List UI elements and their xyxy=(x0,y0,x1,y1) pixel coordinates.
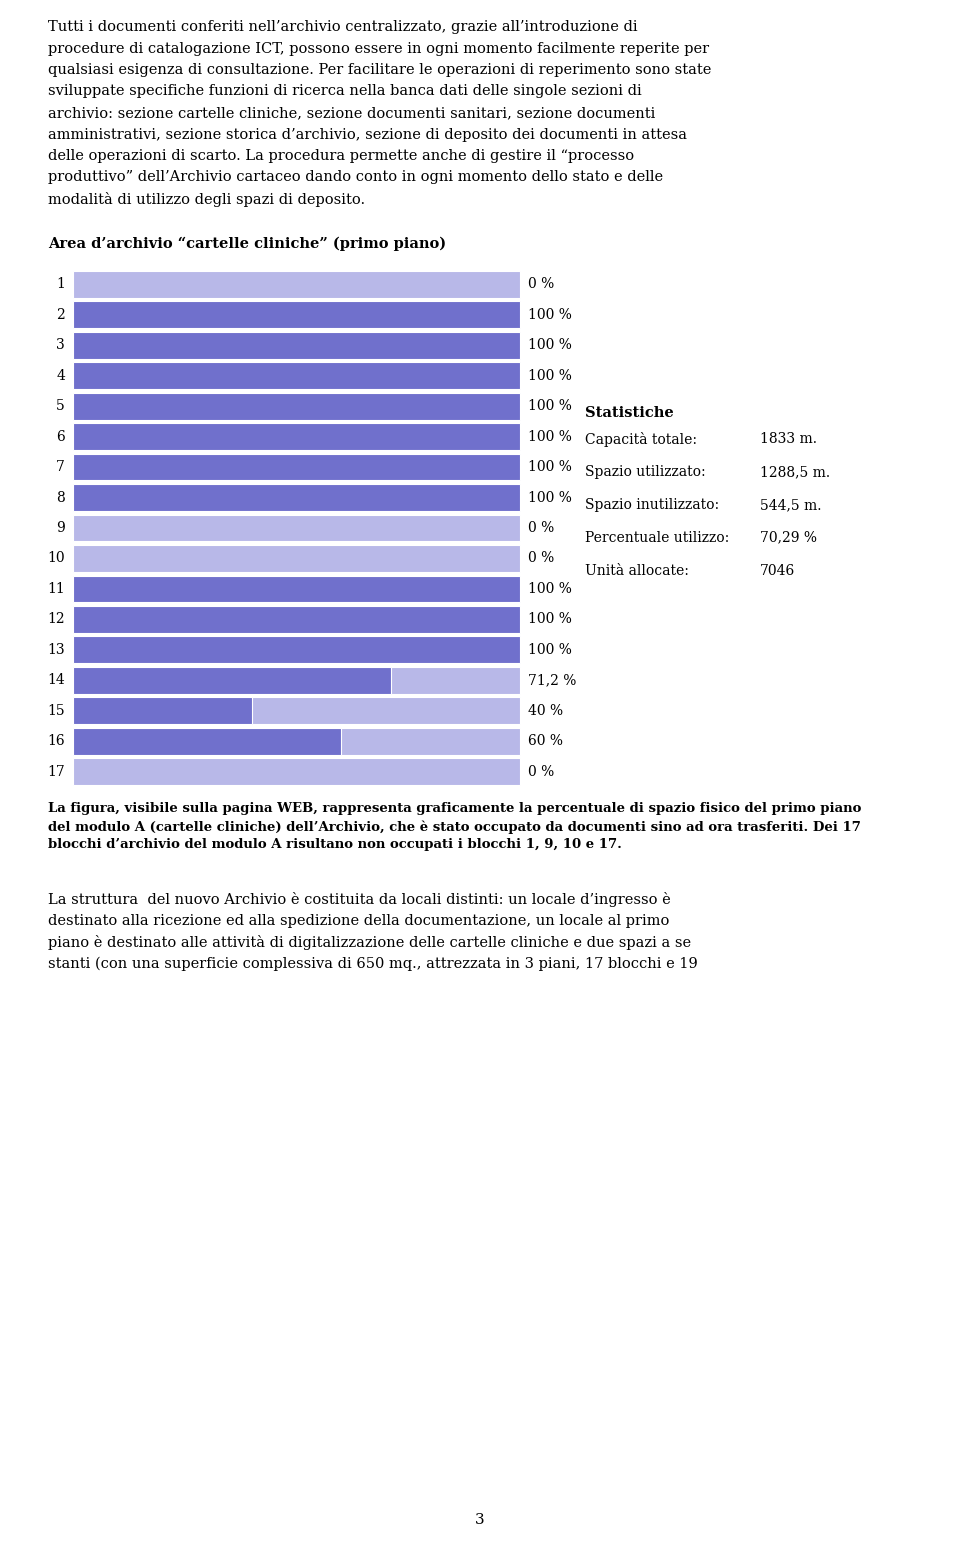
Bar xyxy=(73,575,520,602)
Text: 100 %: 100 % xyxy=(528,308,572,322)
Text: 100 %: 100 % xyxy=(528,490,572,504)
Bar xyxy=(73,515,520,541)
Bar xyxy=(73,606,520,633)
Text: 6: 6 xyxy=(57,430,65,444)
Text: Spazio utilizzato:: Spazio utilizzato: xyxy=(585,466,706,480)
Bar xyxy=(73,667,392,693)
Text: 0 %: 0 % xyxy=(528,764,554,778)
Bar xyxy=(73,484,520,511)
Bar xyxy=(73,331,520,359)
Text: 10: 10 xyxy=(47,551,65,566)
Bar xyxy=(73,393,520,419)
Bar xyxy=(73,698,252,724)
Text: 2: 2 xyxy=(57,308,65,322)
Bar xyxy=(73,545,520,572)
Bar xyxy=(73,424,520,450)
Bar xyxy=(73,698,520,724)
Text: procedure di catalogazione ICT, possono essere in ogni momento facilmente reperi: procedure di catalogazione ICT, possono … xyxy=(48,42,709,56)
Text: 11: 11 xyxy=(47,582,65,596)
Bar xyxy=(73,636,520,664)
Text: qualsiasi esigenza di consultazione. Per facilitare le operazioni di reperimento: qualsiasi esigenza di consultazione. Per… xyxy=(48,63,711,77)
Text: delle operazioni di scarto. La procedura permette anche di gestire il “processo: delle operazioni di scarto. La procedura… xyxy=(48,149,635,162)
Bar xyxy=(73,302,520,328)
Text: 71,2 %: 71,2 % xyxy=(528,673,576,687)
Text: 14: 14 xyxy=(47,673,65,687)
Text: 0 %: 0 % xyxy=(528,277,554,291)
Text: 7046: 7046 xyxy=(760,563,795,577)
Bar xyxy=(73,362,520,388)
Text: 9: 9 xyxy=(57,521,65,535)
Bar xyxy=(73,636,520,664)
Text: sviluppate specifiche funzioni di ricerca nella banca dati delle singole sezioni: sviluppate specifiche funzioni di ricerc… xyxy=(48,85,641,99)
Text: 16: 16 xyxy=(47,735,65,749)
Text: Unità allocate:: Unità allocate: xyxy=(585,563,689,577)
Text: del modulo A (cartelle cliniche) dell’Archivio, che è stato occupato da document: del modulo A (cartelle cliniche) dell’Ar… xyxy=(48,820,861,834)
Text: blocchi d’archivio del modulo A risultano non occupati i blocchi 1, 9, 10 e 17.: blocchi d’archivio del modulo A risultan… xyxy=(48,838,622,851)
Text: 0 %: 0 % xyxy=(528,521,554,535)
Text: 15: 15 xyxy=(47,704,65,718)
Text: 100 %: 100 % xyxy=(528,399,572,413)
Text: 1833 m.: 1833 m. xyxy=(760,432,817,446)
Text: La figura, visibile sulla pagina WEB, rappresenta graficamente la percentuale di: La figura, visibile sulla pagina WEB, ra… xyxy=(48,801,861,815)
Bar xyxy=(73,667,520,693)
Text: 13: 13 xyxy=(47,644,65,657)
Text: 100 %: 100 % xyxy=(528,339,572,353)
Text: 100 %: 100 % xyxy=(528,368,572,382)
Text: 1: 1 xyxy=(56,277,65,291)
Text: 3: 3 xyxy=(57,339,65,353)
Text: 0 %: 0 % xyxy=(528,551,554,566)
Text: 544,5 m.: 544,5 m. xyxy=(760,498,822,512)
Text: modalità di utilizzo degli spazi di deposito.: modalità di utilizzo degli spazi di depo… xyxy=(48,192,365,207)
Bar xyxy=(73,729,520,755)
Text: 12: 12 xyxy=(47,613,65,627)
Text: Statistiche: Statistiche xyxy=(585,407,674,421)
Text: stanti (con una superficie complessiva di 650 mq., attrezzata in 3 piani, 17 blo: stanti (con una superficie complessiva d… xyxy=(48,956,698,972)
Text: 17: 17 xyxy=(47,764,65,778)
Text: Area d’archivio “cartelle cliniche” (primo piano): Area d’archivio “cartelle cliniche” (pri… xyxy=(48,237,446,252)
Text: 5: 5 xyxy=(57,399,65,413)
Text: produttivo” dell’Archivio cartaceo dando conto in ogni momento dello stato e del: produttivo” dell’Archivio cartaceo dando… xyxy=(48,170,663,184)
Text: archivio: sezione cartelle cliniche, sezione documenti sanitari, sezione documen: archivio: sezione cartelle cliniche, sez… xyxy=(48,107,656,121)
Text: 100 %: 100 % xyxy=(528,613,572,627)
Text: amministrativi, sezione storica d’archivio, sezione di deposito dei documenti in: amministrativi, sezione storica d’archiv… xyxy=(48,127,687,141)
Text: 60 %: 60 % xyxy=(528,735,563,749)
Bar xyxy=(73,758,520,786)
Bar xyxy=(73,271,520,297)
Text: 7: 7 xyxy=(56,459,65,473)
Text: 100 %: 100 % xyxy=(528,582,572,596)
Text: 100 %: 100 % xyxy=(528,644,572,657)
Text: 4: 4 xyxy=(56,368,65,382)
Text: destinato alla ricezione ed alla spedizione della documentazione, un locale al p: destinato alla ricezione ed alla spedizi… xyxy=(48,913,669,928)
Text: 1288,5 m.: 1288,5 m. xyxy=(760,466,830,480)
Bar xyxy=(73,393,520,419)
Bar xyxy=(73,453,520,481)
Text: 100 %: 100 % xyxy=(528,459,572,473)
Text: La struttura  del nuovo Archivio è costituita da locali distinti: un locale d’in: La struttura del nuovo Archivio è costit… xyxy=(48,893,671,907)
Text: 3: 3 xyxy=(475,1513,485,1527)
Text: 40 %: 40 % xyxy=(528,704,564,718)
Bar xyxy=(73,729,341,755)
Text: 8: 8 xyxy=(57,490,65,504)
Bar xyxy=(73,575,520,602)
Bar xyxy=(73,362,520,388)
Bar xyxy=(73,606,520,633)
Bar xyxy=(73,302,520,328)
Text: Tutti i documenti conferiti nell’archivio centralizzato, grazie all’introduzione: Tutti i documenti conferiti nell’archivi… xyxy=(48,20,637,34)
Bar xyxy=(73,484,520,511)
Text: Percentuale utilizzo:: Percentuale utilizzo: xyxy=(585,531,730,545)
Text: 70,29 %: 70,29 % xyxy=(760,531,817,545)
Bar xyxy=(73,453,520,481)
Text: 100 %: 100 % xyxy=(528,430,572,444)
Bar xyxy=(73,331,520,359)
Bar xyxy=(73,424,520,450)
Text: Spazio inutilizzato:: Spazio inutilizzato: xyxy=(585,498,719,512)
Text: piano è destinato alle attività di digitalizzazione delle cartelle cliniche e du: piano è destinato alle attività di digit… xyxy=(48,934,691,950)
Text: Capacità totale:: Capacità totale: xyxy=(585,432,697,447)
